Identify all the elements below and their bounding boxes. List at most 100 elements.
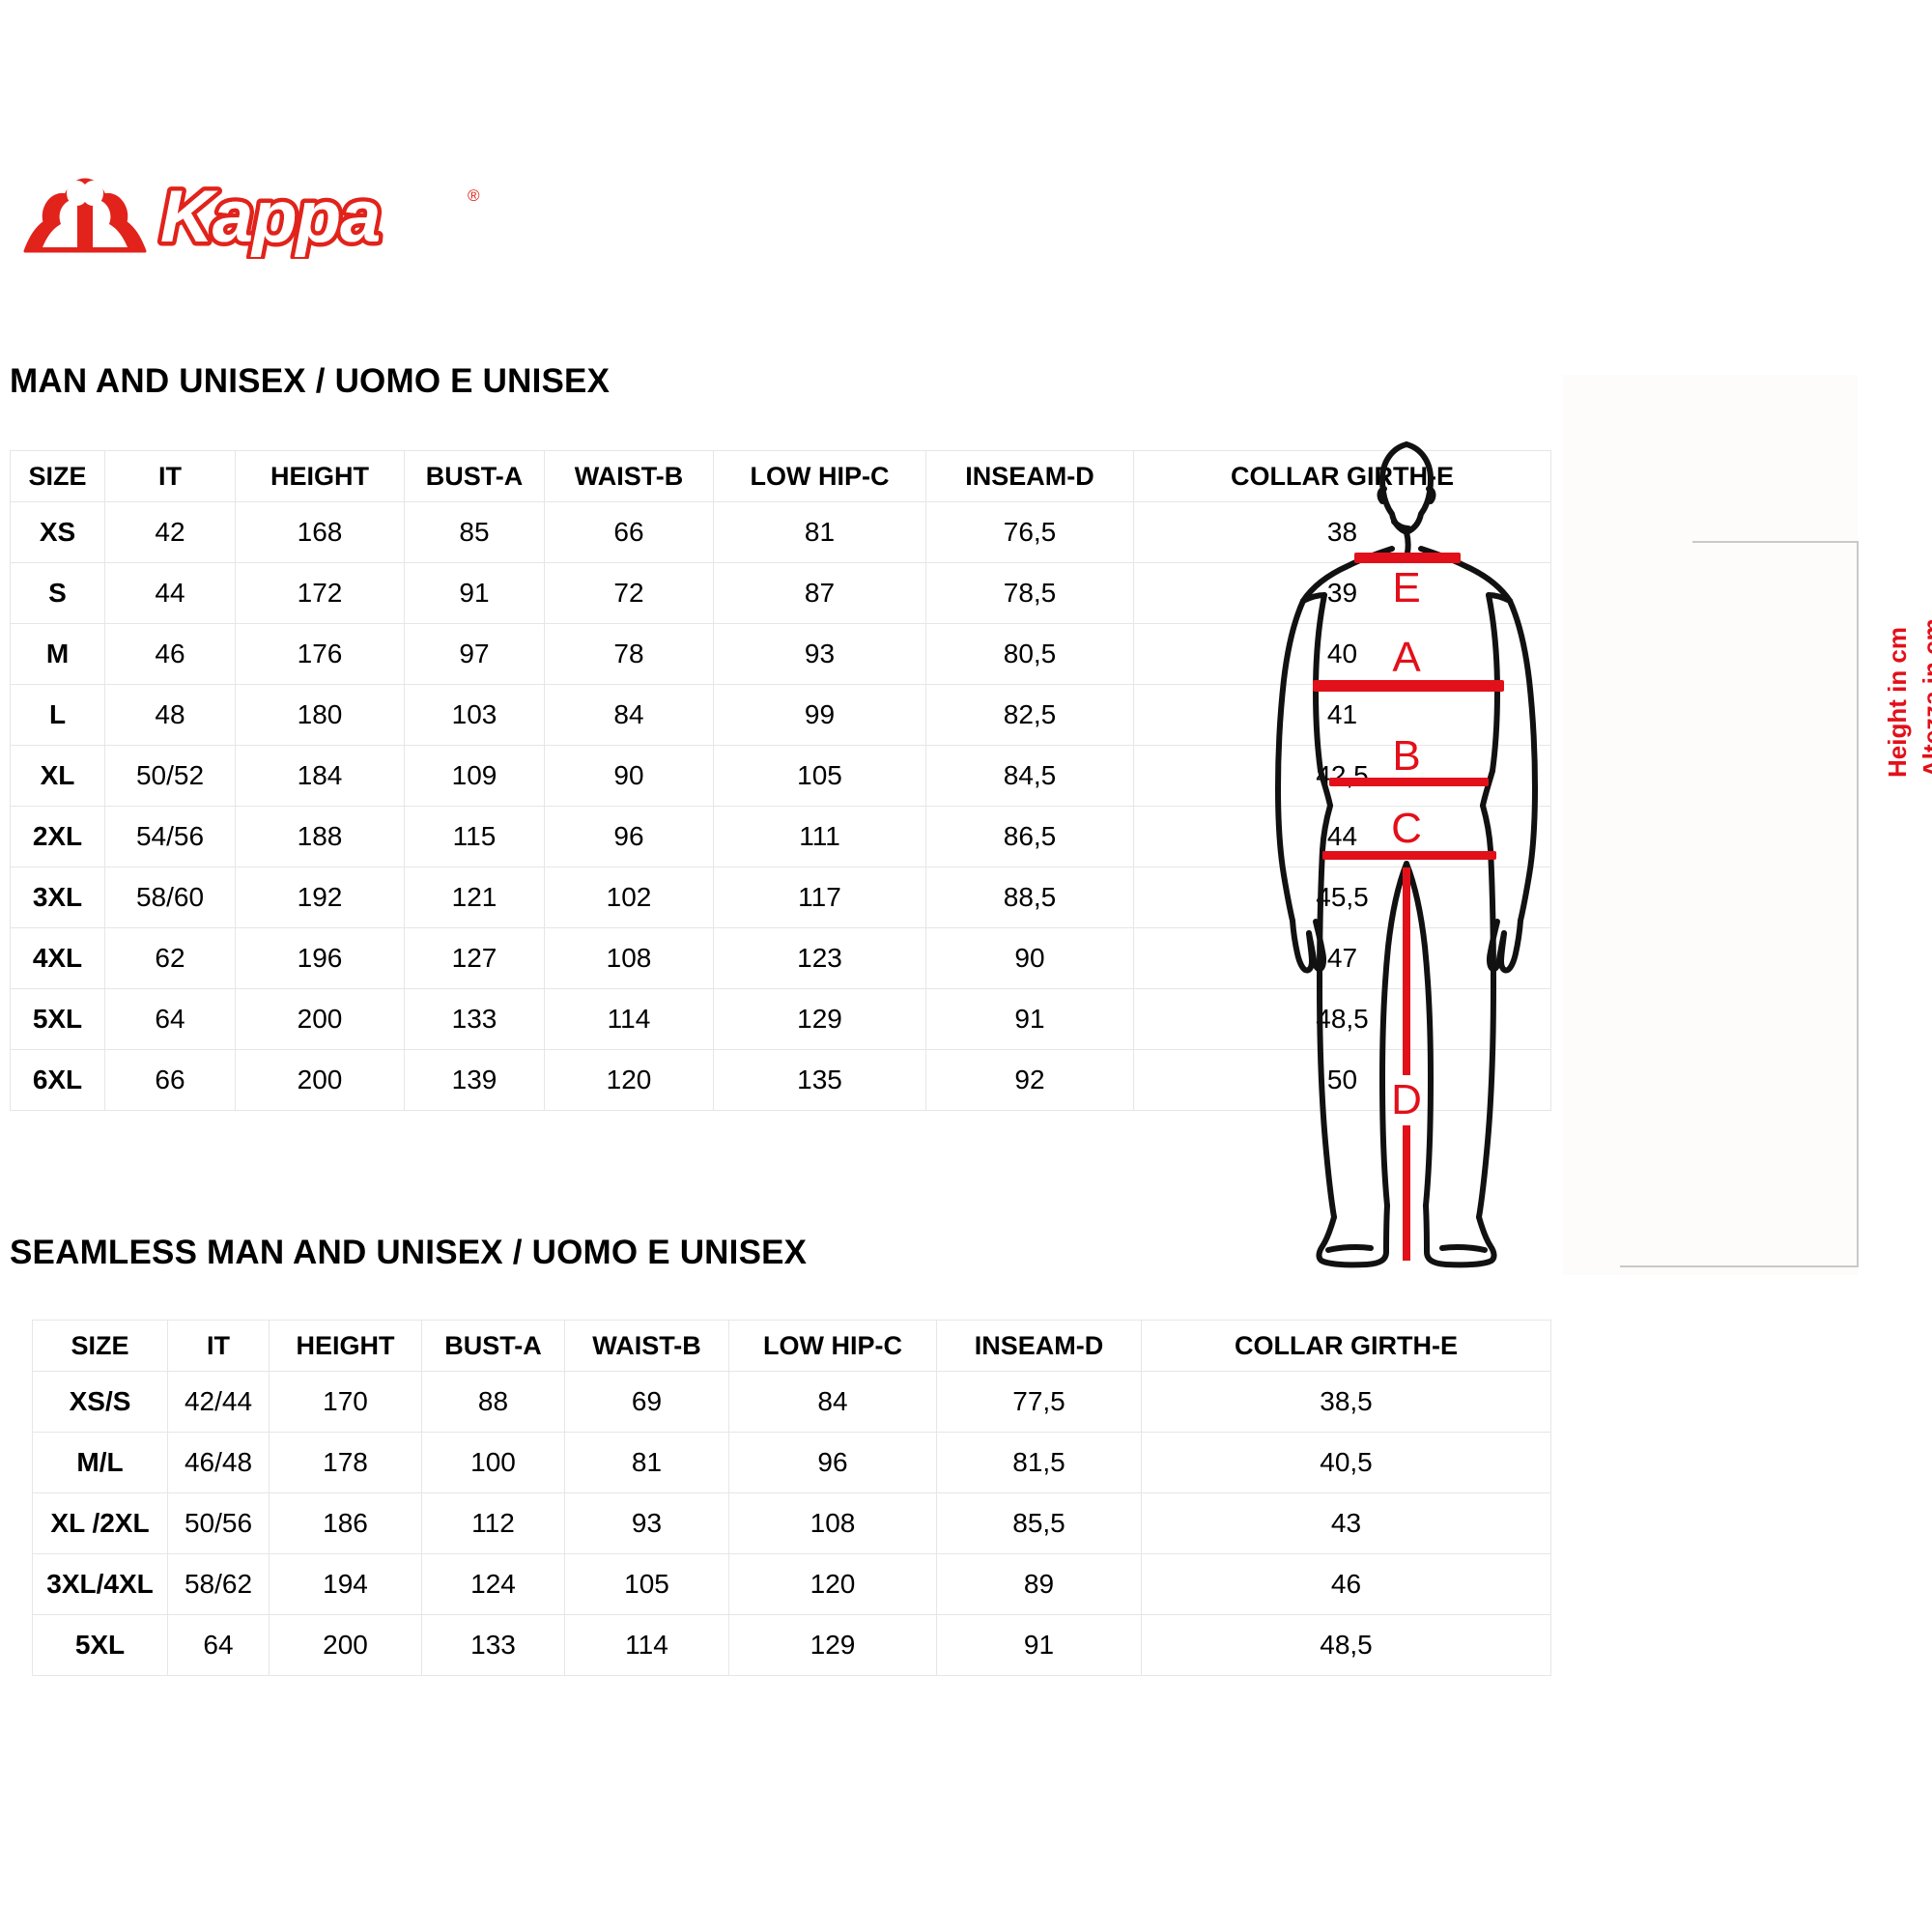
size-table-man-unisex: SIZE IT HEIGHT BUST-A WAIST-B LOW HIP-C … [10,450,1551,1111]
column-header-size: SIZE [10,450,105,502]
cell-low-hip: 129 [728,1614,937,1676]
height-axis-bottom-rule [1620,1265,1857,1267]
bust-measure-label: A [1392,634,1421,681]
height-axis-vertical-rule [1857,541,1859,1267]
cell-low-hip: 129 [713,988,926,1050]
cell-inseam: 78,5 [925,562,1134,624]
cell-low-hip: 111 [713,806,926,867]
table-row: 2XL 54/56 188 115 96 111 86,5 44 [10,806,1551,867]
body-measurement-diagram: E A B C D [1275,441,1538,1268]
cell-low-hip: 120 [728,1553,937,1615]
height-axis-top-rule [1692,541,1857,543]
cell-collar-girth: 43 [1141,1492,1551,1554]
cell-bust: 133 [404,988,545,1050]
cell-waist: 90 [544,745,714,807]
cell-it: 46 [104,623,236,685]
table-row: 5XL 64 200 133 114 129 91 48,5 [32,1614,1551,1676]
table-row: XS 42 168 85 66 81 76,5 38 [10,501,1551,563]
cell-bust: 88 [421,1371,565,1433]
column-header-inseam: INSEAM-D [936,1320,1142,1372]
cell-height: 188 [235,806,405,867]
waist-measure-line [1329,778,1489,786]
measurement-letters: E A B C D [1391,564,1422,1123]
cell-it: 48 [104,684,236,746]
cell-inseam: 76,5 [925,501,1134,563]
cell-it: 58/62 [167,1553,270,1615]
cell-inseam: 85,5 [936,1492,1142,1554]
cell-collar-girth: 46 [1141,1553,1551,1615]
cell-height: 178 [269,1432,422,1493]
cell-height: 194 [269,1553,422,1615]
cell-waist: 96 [544,806,714,867]
cell-collar-girth: 40,5 [1141,1432,1551,1493]
kappa-wordmark: Kappa Kappa [156,172,385,259]
cell-height: 196 [235,927,405,989]
cell-collar-girth: 48,5 [1141,1614,1551,1676]
cell-waist: 114 [544,988,714,1050]
table-row: 3XL/4XL 58/62 194 124 105 120 89 46 [32,1553,1551,1615]
column-header-size: SIZE [32,1320,168,1372]
cell-collar-girth: 40 [1133,623,1551,685]
column-header-low-hip: LOW HIP-C [713,450,926,502]
cell-bust: 91 [404,562,545,624]
low-hip-measure-label: C [1391,805,1422,852]
column-header-collar-girth: COLLAR GIRTH-E [1133,450,1551,502]
column-header-height: HEIGHT [235,450,405,502]
cell-collar-girth: 38 [1133,501,1551,563]
cell-size: 2XL [10,806,105,867]
cell-it: 64 [104,988,236,1050]
kappa-omini-icon [23,178,147,253]
cell-it: 44 [104,562,236,624]
collar-measure-label: E [1392,564,1420,611]
cell-height: 186 [269,1492,422,1554]
cell-waist: 81 [564,1432,729,1493]
cell-it: 42/44 [167,1371,270,1433]
cell-inseam: 84,5 [925,745,1134,807]
bust-measure-line [1313,680,1504,692]
cell-waist: 93 [564,1492,729,1554]
cell-size: XS [10,501,105,563]
cell-height: 200 [235,988,405,1050]
cell-bust: 139 [404,1049,545,1111]
registered-mark: ® [468,186,480,205]
waist-measure-label: B [1392,732,1420,780]
size-table-seamless-man-unisex: SIZE IT HEIGHT BUST-A WAIST-B LOW HIP-C … [32,1320,1551,1676]
column-header-low-hip: LOW HIP-C [728,1320,937,1372]
cell-it: 66 [104,1049,236,1111]
cell-size: XL [10,745,105,807]
cell-collar-girth: 50 [1133,1049,1551,1111]
cell-size: 3XL [10,867,105,928]
cell-low-hip: 84 [728,1371,937,1433]
cell-height: 180 [235,684,405,746]
cell-inseam: 92 [925,1049,1134,1111]
cell-inseam: 90 [925,927,1134,989]
cell-waist: 72 [544,562,714,624]
cell-low-hip: 93 [713,623,926,685]
cell-bust: 97 [404,623,545,685]
cell-size: 6XL [10,1049,105,1111]
cell-low-hip: 99 [713,684,926,746]
cell-size: M [10,623,105,685]
column-header-collar-girth: COLLAR GIRTH-E [1141,1320,1551,1372]
svg-text:Kappa: Kappa [160,176,380,258]
cell-bust: 124 [421,1553,565,1615]
cell-height: 192 [235,867,405,928]
cell-waist: 105 [564,1553,729,1615]
figure-background-panel [1563,375,1858,1275]
cell-it: 62 [104,927,236,989]
table-row: XS/S 42/44 170 88 69 84 77,5 38,5 [32,1371,1551,1433]
cell-low-hip: 108 [728,1492,937,1554]
inseam-measure-label: D [1391,1076,1422,1123]
low-hip-measure-line [1322,851,1496,860]
cell-low-hip: 105 [713,745,926,807]
cell-size: 4XL [10,927,105,989]
cell-waist: 69 [564,1371,729,1433]
cell-size: 5XL [32,1614,168,1676]
cell-inseam: 88,5 [925,867,1134,928]
svg-text:Kappa: Kappa [160,176,380,258]
collar-measure-line [1354,553,1461,563]
kappa-logo: Kappa Kappa ® [14,172,516,259]
cell-bust: 133 [421,1614,565,1676]
cell-size: 5XL [10,988,105,1050]
cell-height: 200 [269,1614,422,1676]
